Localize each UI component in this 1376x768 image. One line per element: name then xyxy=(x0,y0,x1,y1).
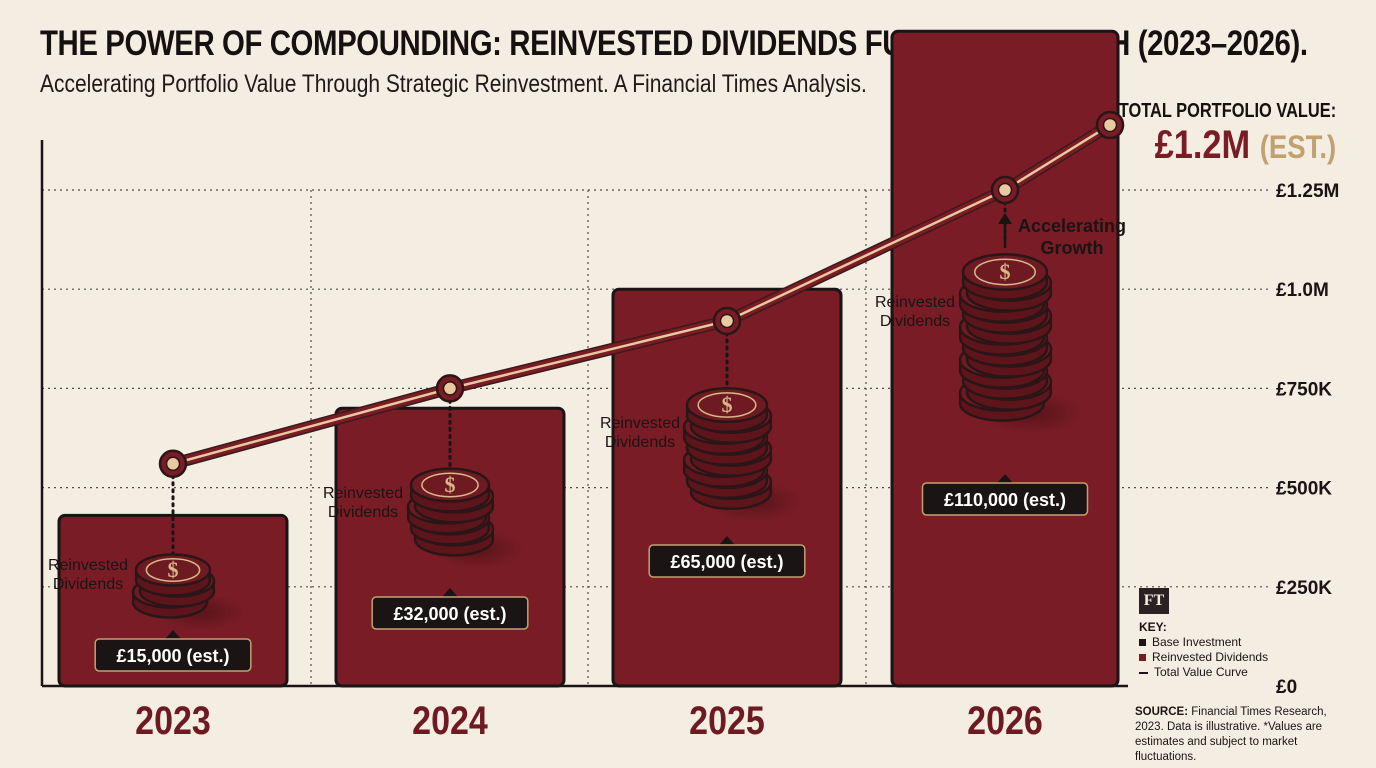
value-label-2026: £110,000 (est.) xyxy=(944,490,1066,510)
value-label-pointer xyxy=(997,474,1013,483)
legend-swatch-base xyxy=(1139,639,1146,646)
legend-title: KEY: xyxy=(1139,620,1167,634)
growth-arrow-icon xyxy=(998,213,1012,224)
coin-stack-2023: $ xyxy=(131,553,246,631)
growth-label-0: Accelerating xyxy=(1018,216,1126,236)
curve-point-inner-3 xyxy=(997,182,1013,198)
annotation-2025-1: Dividends xyxy=(605,434,675,451)
legend-swatch-curve xyxy=(1139,671,1148,674)
value-label-2023: £15,000 (est.) xyxy=(116,646,229,666)
total-value-amount: £1.2M xyxy=(1154,123,1250,167)
x-tick-label-2023: 2023 xyxy=(135,697,211,742)
dollar-icon: $ xyxy=(445,472,456,497)
legend-label-curve: Total Value Curve xyxy=(1154,665,1248,679)
x-tick-label-2025: 2025 xyxy=(689,697,765,742)
value-label-pointer xyxy=(442,588,458,597)
curve-point-inner-1 xyxy=(442,381,458,396)
y-tick-label: £750K xyxy=(1276,379,1332,400)
ft-logo: FT xyxy=(1139,588,1169,614)
dollar-icon: $ xyxy=(722,392,733,417)
legend-item-base: Base Investment xyxy=(1139,635,1268,650)
legend-label-base: Base Investment xyxy=(1152,635,1242,649)
legend-item-dividends: Reinvested Dividends xyxy=(1139,650,1268,665)
source-label: SOURCE: xyxy=(1135,706,1189,718)
dollar-icon: $ xyxy=(1000,259,1011,284)
annotation-2024-0: Reinvested xyxy=(323,485,403,502)
value-label-2024: £32,000 (est.) xyxy=(393,604,506,624)
legend-item-curve: Total Value Curve xyxy=(1139,665,1268,680)
coin-stack-2025: $ xyxy=(682,386,803,523)
coin-rim xyxy=(974,258,1036,286)
connector-lines xyxy=(171,200,1007,562)
annotation-2023-1: Dividends xyxy=(53,576,123,593)
value-label-2025: £65,000 (est.) xyxy=(670,552,783,572)
x-tick-label-2026: 2026 xyxy=(967,697,1043,742)
total-portfolio-label: TOTAL PORTFOLIO VALUE: xyxy=(1118,100,1336,122)
total-value-curve xyxy=(158,110,1125,479)
value-label-box xyxy=(648,544,806,578)
coin-rim xyxy=(145,558,201,582)
annotation-2025-0: Reinvested xyxy=(600,415,680,432)
coin-stack-2024: $ xyxy=(406,467,525,569)
coin-stacks: $ $ $ $ xyxy=(131,253,1084,631)
value-label-pointer xyxy=(719,536,735,545)
legend: KEY: Base Investment Reinvested Dividend… xyxy=(1139,620,1268,680)
total-portfolio-value: £1.2M (EST.) xyxy=(1108,123,1336,168)
growth-label-1: Growth xyxy=(1041,238,1104,258)
axes: £0 £250K £500K £750K £1.0M £1.25M 2023 2024 2025… xyxy=(40,140,1339,743)
coin-rim xyxy=(421,472,479,498)
annotation-2024-1: Dividends xyxy=(328,504,398,521)
source-text: Financial Times Research, 2023. Data is … xyxy=(1135,706,1327,763)
value-label-pointer xyxy=(165,630,181,639)
curve-point-inner-4 xyxy=(1102,117,1118,133)
legend-swatch-dividends xyxy=(1139,654,1146,661)
y-tick-label: £0 xyxy=(1276,677,1297,698)
y-tick-label: £1.25M xyxy=(1276,181,1339,202)
total-portfolio-callout: TOTAL PORTFOLIO VALUE: £1.2M (EST.) xyxy=(1071,100,1336,168)
annotation-2026-1: Dividends xyxy=(880,313,950,330)
legend-label-dividends: Reinvested Dividends xyxy=(1152,650,1269,664)
coin-rim xyxy=(697,392,757,418)
annotation-2026-0: Reinvested xyxy=(875,294,955,311)
y-tick-label: £1.0M xyxy=(1276,280,1329,301)
source-note: SOURCE: Financial Times Research, 2023. … xyxy=(1135,705,1345,765)
coin-stack-2026: $ xyxy=(958,253,1084,435)
y-tick-label: £500K xyxy=(1276,479,1332,500)
x-tick-label-2024: 2024 xyxy=(412,697,488,742)
bar-labels: Reinvested Dividends Reinvested Dividends Re… xyxy=(48,294,1089,672)
y-tick-label: £250K xyxy=(1276,578,1332,599)
dollar-icon: $ xyxy=(168,557,179,582)
total-value-suffix: (EST.) xyxy=(1259,129,1336,165)
value-label-box xyxy=(371,596,529,630)
value-label-box xyxy=(921,482,1089,516)
curve-point-inner-0 xyxy=(165,456,181,472)
curve-point-inner-2 xyxy=(719,313,735,329)
annotation-2023-0: Reinvested xyxy=(48,557,128,574)
chart-subtitle: Accelerating Portfolio Value Through Str… xyxy=(40,70,867,98)
value-label-box xyxy=(94,638,252,672)
